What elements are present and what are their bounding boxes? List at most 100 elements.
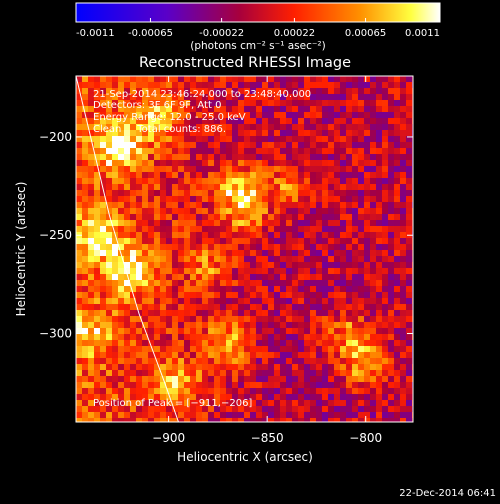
- heatmap-cell: [220, 196, 227, 203]
- heatmap-cell: [400, 160, 407, 167]
- heatmap-cell: [196, 142, 203, 149]
- heatmap-cell: [304, 202, 311, 209]
- heatmap-cell: [286, 184, 293, 191]
- heatmap-cell: [244, 124, 251, 131]
- heatmap-cell: [88, 412, 95, 419]
- heatmap-cell: [214, 94, 221, 101]
- heatmap-cell: [316, 220, 323, 227]
- heatmap-cell: [94, 178, 101, 185]
- heatmap-cell: [172, 286, 179, 293]
- heatmap-cell: [322, 232, 329, 239]
- heatmap-cell: [286, 262, 293, 269]
- heatmap-cell: [316, 226, 323, 233]
- heatmap-cell: [322, 286, 329, 293]
- heatmap-cell: [340, 310, 347, 317]
- heatmap-cell: [178, 376, 185, 383]
- heatmap-cell: [394, 208, 401, 215]
- heatmap-cell: [118, 274, 125, 281]
- heatmap-cell: [382, 238, 389, 245]
- heatmap-cell: [364, 400, 371, 407]
- heatmap-cell: [244, 190, 251, 197]
- heatmap-cell: [280, 394, 287, 401]
- heatmap-cell: [274, 160, 281, 167]
- heatmap-cell: [214, 400, 221, 407]
- heatmap-cell: [136, 280, 143, 287]
- heatmap-cell: [382, 418, 389, 422]
- heatmap-cell: [160, 220, 167, 227]
- heatmap-cell: [316, 76, 323, 83]
- heatmap-cell: [214, 394, 221, 401]
- heatmap-cell: [286, 148, 293, 155]
- heatmap-cell: [352, 292, 359, 299]
- heatmap-cell: [292, 370, 299, 377]
- heatmap-cell: [220, 142, 227, 149]
- heatmap-cell: [406, 166, 413, 173]
- heatmap-cell: [280, 316, 287, 323]
- heatmap-cell: [382, 406, 389, 413]
- heatmap-cell: [292, 382, 299, 389]
- heatmap-cell: [286, 136, 293, 143]
- heatmap-cell: [148, 106, 155, 113]
- heatmap-cell: [262, 226, 269, 233]
- heatmap-cell: [154, 148, 161, 155]
- heatmap-cell: [208, 382, 215, 389]
- heatmap-cell: [268, 274, 275, 281]
- heatmap-cell: [142, 196, 149, 203]
- heatmap-cell: [406, 142, 413, 149]
- heatmap-cell: [346, 184, 353, 191]
- heatmap-cell: [268, 334, 275, 341]
- heatmap-cell: [136, 100, 143, 107]
- heatmap-cell: [172, 250, 179, 257]
- heatmap-cell: [238, 268, 245, 275]
- heatmap-cell: [364, 322, 371, 329]
- heatmap-cell: [214, 328, 221, 335]
- heatmap-cell: [130, 160, 137, 167]
- heatmap-cell: [310, 166, 317, 173]
- heatmap-cell: [298, 130, 305, 137]
- heatmap-cell: [316, 286, 323, 293]
- heatmap-cell: [268, 220, 275, 227]
- heatmap-cell: [190, 376, 197, 383]
- heatmap-cell: [82, 412, 89, 419]
- heatmap-cell: [250, 160, 257, 167]
- heatmap-cell: [394, 202, 401, 209]
- heatmap-cell: [406, 316, 413, 323]
- heatmap-cell: [256, 190, 263, 197]
- heatmap-cell: [238, 334, 245, 341]
- heatmap-cell: [196, 352, 203, 359]
- heatmap-cell: [214, 256, 221, 263]
- heatmap-cell: [274, 268, 281, 275]
- heatmap-cell: [142, 94, 149, 101]
- heatmap-cell: [370, 226, 377, 233]
- heatmap-cell: [82, 166, 89, 173]
- heatmap-cell: [406, 346, 413, 353]
- heatmap-cell: [190, 358, 197, 365]
- heatmap-cell: [262, 106, 269, 113]
- heatmap-cell: [274, 214, 281, 221]
- heatmap-cell: [250, 310, 257, 317]
- heatmap-cell: [322, 340, 329, 347]
- heatmap-cell: [376, 364, 383, 371]
- heatmap-cell: [238, 160, 245, 167]
- heatmap-cell: [322, 184, 329, 191]
- heatmap-cell: [82, 316, 89, 323]
- heatmap-cell: [256, 268, 263, 275]
- heatmap-cell: [118, 124, 125, 131]
- heatmap-cell: [286, 106, 293, 113]
- heatmap-cell: [286, 88, 293, 95]
- heatmap-cell: [196, 244, 203, 251]
- heatmap-cell: [310, 232, 317, 239]
- heatmap-cell: [346, 160, 353, 167]
- heatmap-cell: [100, 358, 107, 365]
- heatmap-cell: [370, 298, 377, 305]
- heatmap-cell: [184, 100, 191, 107]
- heatmap-cell: [376, 412, 383, 419]
- heatmap-cell: [88, 376, 95, 383]
- heatmap-cell: [94, 226, 101, 233]
- heatmap-cell: [364, 334, 371, 341]
- heatmap-cell: [184, 328, 191, 335]
- heatmap-cell: [106, 250, 113, 257]
- heatmap-cell: [280, 136, 287, 143]
- heatmap-cell: [388, 388, 395, 395]
- heatmap-cell: [166, 310, 173, 317]
